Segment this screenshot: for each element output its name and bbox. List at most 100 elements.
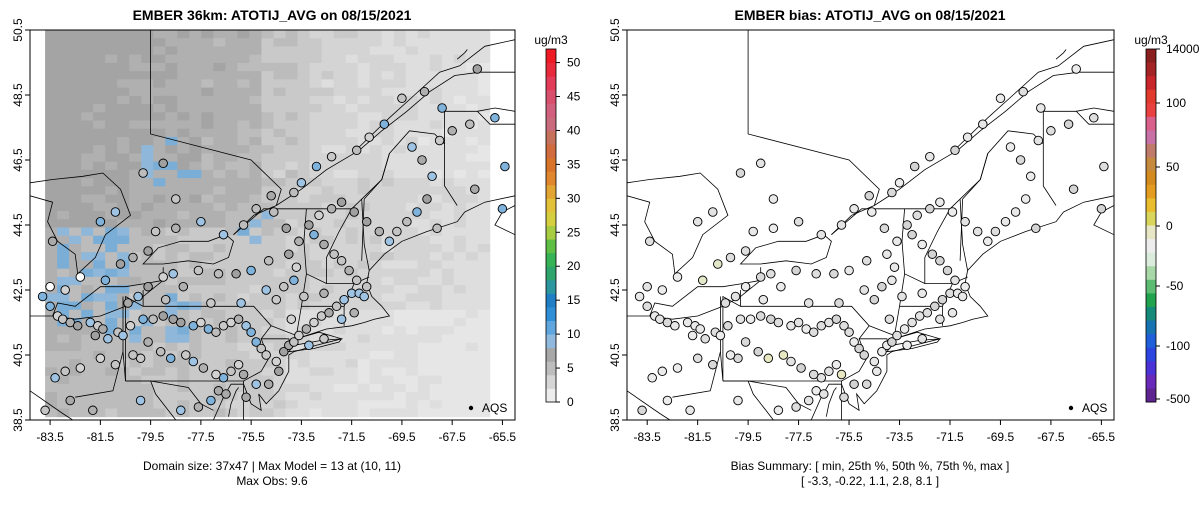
model-grid-cell bbox=[117, 235, 130, 245]
model-grid-cell bbox=[165, 145, 178, 154]
model-grid-cell bbox=[69, 95, 82, 105]
bias-ytick-label: 44.5 bbox=[608, 213, 622, 237]
model-grid-cell bbox=[309, 350, 322, 360]
model-grid-cell bbox=[357, 62, 371, 72]
model-grid-cell bbox=[129, 62, 142, 72]
model-grid-cell bbox=[105, 194, 118, 204]
model-grid-cell bbox=[141, 38, 154, 47]
model-grid-cell bbox=[57, 268, 70, 278]
model-grid-cell bbox=[45, 194, 58, 204]
model-grid-cell bbox=[285, 46, 298, 56]
model-grid-cell bbox=[93, 268, 106, 278]
model-grid-cell bbox=[477, 62, 491, 72]
model-grid-cell bbox=[177, 30, 190, 39]
bias-colorbar-block bbox=[1146, 49, 1156, 64]
model-grid-cell bbox=[93, 211, 106, 220]
model-grid-cell bbox=[141, 54, 154, 64]
model-grid-cell bbox=[213, 211, 226, 220]
model-grid-cell bbox=[189, 235, 202, 245]
model-grid-cell bbox=[189, 211, 202, 220]
model-grid-cell bbox=[333, 178, 347, 187]
model-grid-cell bbox=[81, 62, 94, 72]
model-grid-cell bbox=[381, 408, 395, 418]
model-grid-cell bbox=[237, 178, 250, 187]
model-colorbar-block bbox=[546, 130, 556, 145]
model-grid-cell bbox=[213, 194, 226, 204]
model-grid-cell bbox=[381, 318, 395, 327]
model-grid-cell bbox=[381, 178, 395, 187]
model-grid-cell bbox=[237, 54, 250, 64]
model-site-marker bbox=[143, 281, 153, 292]
model-site-marker bbox=[88, 405, 98, 416]
model-grid-cell bbox=[141, 202, 154, 212]
model-grid-cell bbox=[141, 71, 154, 80]
model-grid-cell bbox=[417, 128, 431, 138]
model-grid-cell bbox=[45, 54, 58, 64]
model-grid-cell bbox=[225, 285, 238, 294]
bias-boundary-line bbox=[949, 153, 989, 210]
bias-site-marker bbox=[935, 256, 945, 266]
bias-site-marker bbox=[708, 207, 718, 217]
bias-site-marker bbox=[695, 324, 705, 334]
model-grid-cell bbox=[381, 79, 395, 88]
model-grid-cell bbox=[189, 186, 202, 195]
model-grid-cell bbox=[69, 202, 82, 212]
model-grid-cell bbox=[273, 268, 286, 278]
bias-site-marker bbox=[950, 275, 960, 286]
model-grid-cell bbox=[477, 153, 491, 163]
model-grid-cell bbox=[393, 326, 407, 335]
model-site-marker bbox=[148, 314, 158, 324]
model-grid-cell bbox=[357, 54, 371, 64]
bias-site-marker bbox=[861, 379, 872, 389]
model-grid-cell bbox=[381, 202, 395, 212]
model-grid-cell bbox=[93, 235, 106, 245]
model-grid-cell bbox=[261, 79, 274, 88]
model-grid-cell bbox=[249, 318, 262, 327]
model-site-marker bbox=[138, 168, 148, 178]
bias-colorbar-block bbox=[1146, 103, 1156, 118]
model-grid-cell bbox=[261, 169, 274, 179]
bias-boundary-line bbox=[959, 198, 968, 271]
model-grid-cell bbox=[285, 112, 298, 121]
model-grid-cell bbox=[321, 178, 334, 187]
model-grid-cell bbox=[465, 276, 479, 286]
model-grid-cell bbox=[321, 301, 334, 311]
bias-site-marker bbox=[947, 207, 958, 217]
model-grid-cell bbox=[177, 120, 190, 130]
model-grid-cell bbox=[153, 194, 166, 204]
model-grid-cell bbox=[345, 128, 359, 138]
model-grid-cell bbox=[345, 276, 359, 286]
bias-boundary-line bbox=[869, 208, 906, 337]
bias-colorbar-tick-label: 14000 bbox=[1166, 42, 1200, 56]
model-site-marker bbox=[188, 356, 199, 367]
model-grid-cell bbox=[369, 334, 383, 344]
model-grid-cell bbox=[429, 153, 443, 163]
model-grid-cell bbox=[69, 243, 82, 253]
model-grid-cell bbox=[141, 309, 154, 319]
model-grid-cell bbox=[165, 161, 178, 171]
model-site-marker bbox=[359, 291, 369, 302]
model-grid-cell bbox=[117, 95, 130, 105]
model-grid-cell bbox=[345, 408, 359, 418]
bias-site-marker bbox=[796, 363, 806, 373]
model-site-marker bbox=[128, 350, 138, 360]
model-grid-cell bbox=[285, 309, 298, 319]
bias-site-marker bbox=[887, 187, 897, 198]
model-grid-cell bbox=[465, 54, 479, 64]
model-grid-cell bbox=[117, 178, 130, 187]
model-grid-cell bbox=[321, 400, 334, 409]
model-grid-cell bbox=[465, 62, 479, 72]
model-grid-cell bbox=[69, 71, 82, 80]
model-grid-cell bbox=[381, 194, 395, 204]
model-grid-cell bbox=[177, 375, 190, 385]
model-grid-cell bbox=[93, 293, 106, 302]
model-grid-cell bbox=[69, 268, 82, 278]
bias-site-marker bbox=[685, 405, 695, 416]
model-grid-cell bbox=[369, 202, 383, 212]
model-grid-cell bbox=[165, 136, 178, 146]
model-grid-cell bbox=[381, 87, 395, 97]
model-grid-cell bbox=[429, 408, 443, 418]
bias-site-marker bbox=[902, 220, 912, 230]
model-grid-cell bbox=[273, 79, 286, 88]
